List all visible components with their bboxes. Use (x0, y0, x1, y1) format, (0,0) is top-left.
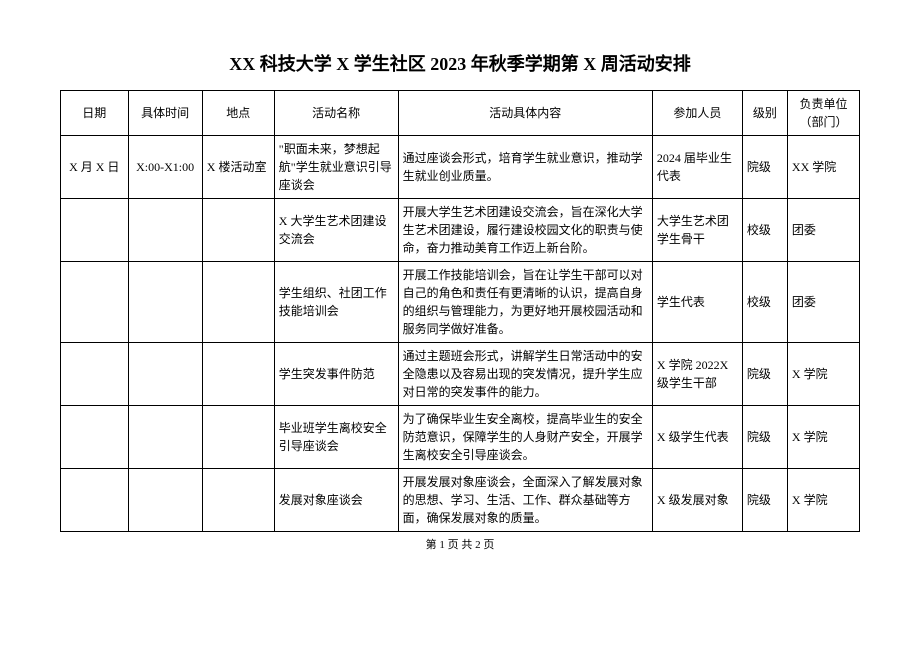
cell-participants: X 级发展对象 (652, 469, 742, 532)
cell-dept: X 学院 (787, 343, 859, 406)
cell-participants: 2024 届毕业生代表 (652, 136, 742, 199)
table-row: 毕业班学生离校安全引导座谈会 为了确保毕业生安全离校，提高毕业生的安全防范意识，… (61, 406, 860, 469)
cell-level: 院级 (742, 406, 787, 469)
cell-dept: X 学院 (787, 469, 859, 532)
cell-date: X 月 X 日 (61, 136, 129, 199)
table-row: 发展对象座谈会 开展发展对象座谈会，全面深入了解发展对象的思想、学习、生活、工作… (61, 469, 860, 532)
col-participants: 参加人员 (652, 91, 742, 136)
col-time: 具体时间 (128, 91, 202, 136)
schedule-table: 日期 具体时间 地点 活动名称 活动具体内容 参加人员 级别 负责单位（部门） … (60, 90, 860, 532)
cell-name: 学生组织、社团工作技能培训会 (274, 262, 398, 343)
col-level: 级别 (742, 91, 787, 136)
cell-desc: 通过座谈会形式，培育学生就业意识，推动学生就业创业质量。 (398, 136, 652, 199)
cell-date (61, 343, 129, 406)
cell-dept: XX 学院 (787, 136, 859, 199)
col-name: 活动名称 (274, 91, 398, 136)
cell-name: 学生突发事件防范 (274, 343, 398, 406)
table-row: 学生突发事件防范 通过主题班会形式，讲解学生日常活动中的安全隐患以及容易出现的突… (61, 343, 860, 406)
cell-name: 发展对象座谈会 (274, 469, 398, 532)
cell-time (128, 469, 202, 532)
cell-level: 校级 (742, 262, 787, 343)
cell-time (128, 199, 202, 262)
cell-date (61, 469, 129, 532)
col-dept: 负责单位（部门） (787, 91, 859, 136)
cell-location (202, 343, 274, 406)
cell-name: 毕业班学生离校安全引导座谈会 (274, 406, 398, 469)
table-row: X 月 X 日 X:00-X1:00 X 楼活动室 "职面未来，梦想起航"学生就… (61, 136, 860, 199)
cell-name: X 大学生艺术团建设交流会 (274, 199, 398, 262)
cell-desc: 开展发展对象座谈会，全面深入了解发展对象的思想、学习、生活、工作、群众基础等方面… (398, 469, 652, 532)
cell-desc: 通过主题班会形式，讲解学生日常活动中的安全隐患以及容易出现的突发情况，提升学生应… (398, 343, 652, 406)
cell-time: X:00-X1:00 (128, 136, 202, 199)
cell-time (128, 262, 202, 343)
cell-dept: 团委 (787, 199, 859, 262)
cell-time (128, 343, 202, 406)
cell-date (61, 406, 129, 469)
cell-level: 院级 (742, 136, 787, 199)
cell-location: X 楼活动室 (202, 136, 274, 199)
cell-dept: 团委 (787, 262, 859, 343)
cell-location (202, 262, 274, 343)
page-footer: 第 1 页 共 2 页 (60, 536, 860, 552)
table-row: X 大学生艺术团建设交流会 开展大学生艺术团建设交流会，旨在深化大学生艺术团建设… (61, 199, 860, 262)
cell-location (202, 469, 274, 532)
cell-location (202, 406, 274, 469)
col-location: 地点 (202, 91, 274, 136)
page-title: XX 科技大学 X 学生社区 2023 年秋季学期第 X 周活动安排 (60, 50, 860, 76)
cell-participants: X 级学生代表 (652, 406, 742, 469)
cell-location (202, 199, 274, 262)
table-row: 学生组织、社团工作技能培训会 开展工作技能培训会，旨在让学生干部可以对自己的角色… (61, 262, 860, 343)
col-desc: 活动具体内容 (398, 91, 652, 136)
cell-date (61, 199, 129, 262)
cell-participants: X 学院 2022X 级学生干部 (652, 343, 742, 406)
col-date: 日期 (61, 91, 129, 136)
header-row: 日期 具体时间 地点 活动名称 活动具体内容 参加人员 级别 负责单位（部门） (61, 91, 860, 136)
cell-date (61, 262, 129, 343)
cell-level: 院级 (742, 469, 787, 532)
cell-desc: 开展大学生艺术团建设交流会，旨在深化大学生艺术团建设，履行建设校园文化的职责与使… (398, 199, 652, 262)
cell-level: 校级 (742, 199, 787, 262)
cell-participants: 学生代表 (652, 262, 742, 343)
cell-desc: 为了确保毕业生安全离校，提高毕业生的安全防范意识，保障学生的人身财产安全，开展学… (398, 406, 652, 469)
cell-desc: 开展工作技能培训会，旨在让学生干部可以对自己的角色和责任有更清晰的认识，提高自身… (398, 262, 652, 343)
cell-level: 院级 (742, 343, 787, 406)
cell-participants: 大学生艺术团学生骨干 (652, 199, 742, 262)
cell-time (128, 406, 202, 469)
cell-name: "职面未来，梦想起航"学生就业意识引导座谈会 (274, 136, 398, 199)
cell-dept: X 学院 (787, 406, 859, 469)
